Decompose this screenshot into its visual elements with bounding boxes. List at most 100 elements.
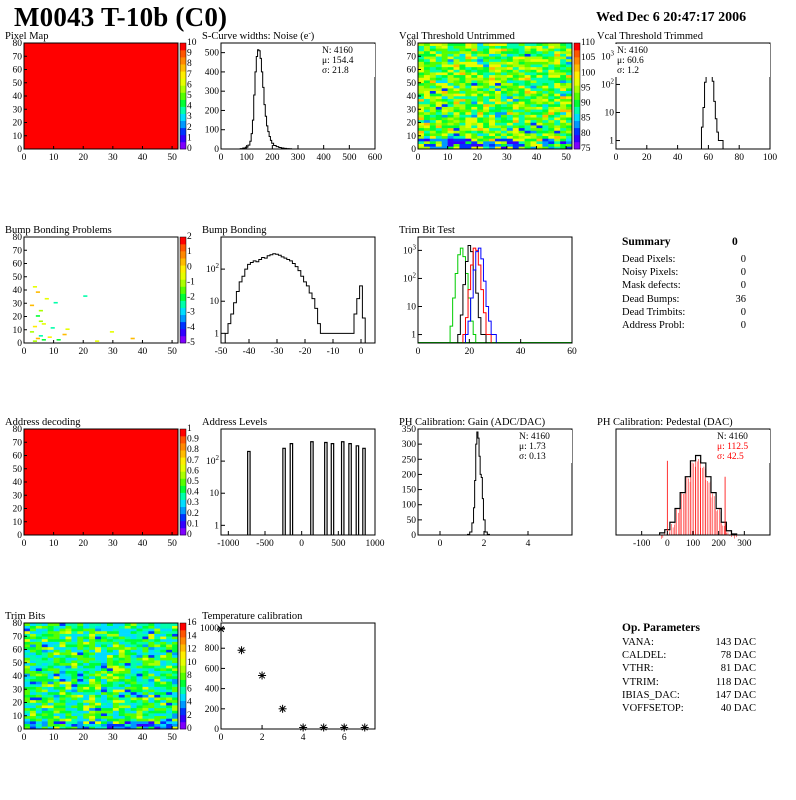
heatmap-cell [101,623,108,626]
heatmap-cell [536,103,543,107]
hist-bar [362,447,366,535]
heatmap-cell [35,723,43,727]
heatmap-cell [471,98,478,102]
heatmap-cell [35,652,43,656]
heatmap-cell [59,625,66,629]
heatmap-cell [441,64,448,68]
heatmap-cell [35,315,40,317]
heatmap-cell [29,723,37,727]
heatmap-cell [101,670,108,674]
heatmap-cell [418,111,425,115]
heatmap-cell [489,88,496,91]
heatmap-cell [506,96,514,99]
heatmap-cell [65,328,70,331]
heatmap-cell [112,715,120,719]
heatmap-cell [136,694,143,698]
heatmap-cell [506,103,514,107]
heatmap-cell [465,114,472,118]
heatmap-cell [71,702,78,706]
heatmap-cell [77,683,84,687]
heatmap-cell [566,77,573,81]
heatmap-cell [566,85,573,89]
heatmap-cell [118,636,125,640]
heatmap-cell [459,101,466,105]
heatmap-cell [495,74,502,78]
heatmap-cell [35,337,40,340]
heatmap-cell [418,56,425,60]
heatmap-cell [83,646,90,650]
heatmap-cell [554,122,561,126]
heatmap-cell [106,683,114,687]
heatmap-cell [71,713,78,717]
heatmap-cell [447,58,454,62]
heatmap-cell [495,125,502,129]
heatmap-cell [465,64,472,68]
heatmap-cell [536,122,543,126]
palette-swatch [180,85,186,93]
plot-frame [615,42,771,150]
heatmap-cell [65,691,72,695]
heatmap-cell [548,135,555,139]
heatmap-cell [536,143,543,147]
heatmap-cell [477,64,484,68]
heatmap-cell [554,72,561,76]
heatmap-cell [530,90,537,94]
heatmap-cell [142,657,149,661]
heatmap-cell [142,654,149,658]
heatmap-cell [106,705,114,709]
stat-line: μ: 154.4 [322,56,354,66]
heatmap-cell [41,628,48,632]
heatmap-cell [95,628,102,632]
heatmap-cell [142,636,149,640]
y-tick-label: 40 [13,672,23,682]
heatmap-cell [447,53,454,57]
heatmap-cell [465,56,472,60]
heatmap-cell [136,710,143,714]
y-tick-label: 10 [13,518,23,528]
heatmap-cell [77,686,84,690]
heatmap-cell [566,103,573,107]
heatmap-cell [172,633,179,637]
heatmap-cell [29,710,37,714]
heatmap-cell [477,109,484,113]
heatmap-cell [41,323,46,325]
heatmap-cell [418,127,425,131]
y-tick-label: 20 [13,699,23,709]
heatmap-cell [489,80,496,84]
heatmap-cell [524,111,531,115]
heatmap-cell [435,101,442,105]
x-tick-label: 6 [342,733,347,743]
heatmap-cell [512,127,519,131]
palette-swatch [180,693,186,702]
x-tick-label: 0 [219,153,224,163]
heatmap-cell [542,111,549,115]
heatmap-cell [435,85,442,89]
heatmap-cell [423,53,431,57]
heatmap-cell [542,53,549,57]
heatmap-cell [124,705,131,709]
heatmap-cell [142,662,149,666]
heatmap-cell [530,96,537,99]
heatmap-cell [101,652,108,656]
heatmap-cell [483,53,490,57]
heatmap-cell [142,644,149,648]
y-tick-label: 50 [407,79,417,89]
stat-line: μ: 1.73 [519,442,546,452]
bump-bonding-problems-panel: Bump Bonding Problems 0 10 20 30 40 50 0 10 20 30 4… [4,224,195,414]
palette-swatch [180,478,186,486]
heatmap-cell [136,668,143,671]
summary-value: 0 [740,280,746,292]
heatmap-cell [172,660,179,664]
heatmap-cell [160,641,167,645]
heatmap-cell [459,125,466,129]
heatmap-cell [471,103,478,107]
heatmap-cell [71,683,78,687]
heatmap-cell [500,103,508,107]
heatmap-cell [142,718,149,722]
heatmap-cell [524,53,531,57]
palette-swatch [574,106,580,114]
heatmap-cell [506,77,514,81]
heatmap-cell [423,111,431,115]
heatmap-cell [465,58,472,62]
y-tick-label: 250 [402,455,417,465]
